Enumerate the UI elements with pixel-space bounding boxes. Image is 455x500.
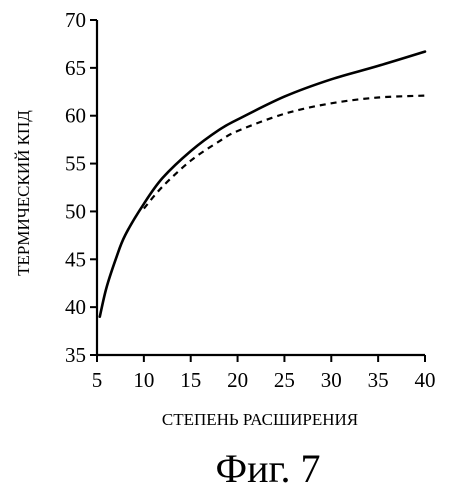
- chart-ticks: 5 10 15 20 25 30 35 40 35 40 45 50 55 60 65 70: [65, 8, 436, 392]
- y-tick-label: 70: [65, 8, 86, 32]
- y-tick-label: 50: [65, 199, 86, 223]
- y-tick-label: 65: [65, 56, 86, 80]
- x-tick-label: 20: [227, 368, 248, 392]
- y-tick-label: 55: [65, 152, 86, 176]
- x-tick-label: 10: [133, 368, 154, 392]
- x-tick-label: 25: [274, 368, 295, 392]
- chart-plot-area: [98, 50, 427, 318]
- chart-axis-frame: [95, 20, 425, 357]
- chart-axes: [95, 20, 425, 357]
- x-tick-label: 5: [92, 368, 103, 392]
- x-tick-label: 15: [180, 368, 201, 392]
- y-tick-label: 45: [65, 247, 86, 271]
- series-line-solid: [98, 50, 427, 318]
- x-axis-label: СТЕПЕНЬ РАСШИРЕНИЯ: [162, 410, 358, 429]
- y-tick-label: 60: [65, 104, 86, 128]
- y-axis-label: ТЕРМИЧЕСКИЙ КПД: [14, 110, 33, 276]
- y-tick-label: 35: [65, 343, 86, 367]
- x-tick-label: 35: [368, 368, 389, 392]
- x-tick-label: 30: [321, 368, 342, 392]
- x-tick-label: 40: [415, 368, 436, 392]
- figure-caption: Фиг. 7: [216, 446, 321, 491]
- y-tick-label: 40: [65, 295, 86, 319]
- series-line-dashed: [143, 94, 426, 210]
